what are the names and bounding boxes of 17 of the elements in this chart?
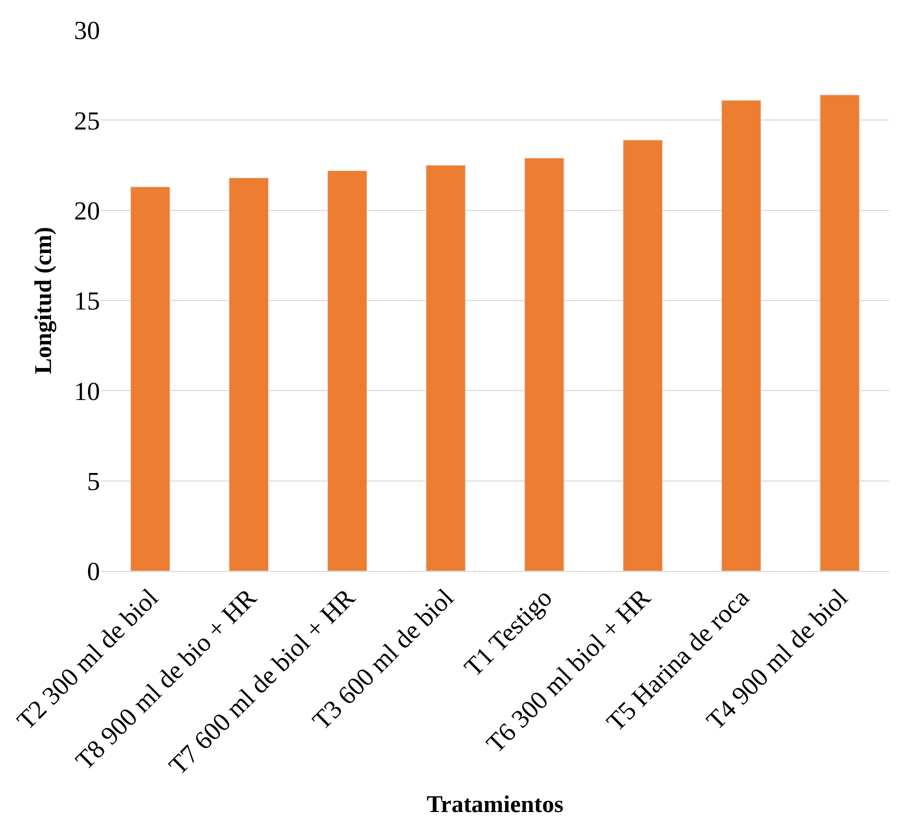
bar [130, 186, 170, 571]
bar [524, 158, 564, 571]
y-tick-label: 5 [87, 466, 100, 496]
bar [228, 178, 269, 571]
bar [327, 170, 368, 571]
y-axis-title: Longitud (cm) [31, 226, 58, 374]
bar [426, 165, 466, 571]
y-tick-label: 30 [74, 16, 100, 46]
bar [622, 140, 663, 571]
y-tick-label: 15 [74, 286, 100, 316]
y-tick-label: 0 [87, 557, 100, 586]
x-axis-title: Tratamientos [426, 792, 564, 818]
y-tick-label: 20 [74, 196, 100, 226]
y-tick-label: 25 [74, 106, 100, 136]
bar [820, 94, 860, 571]
y-tick-label: 10 [74, 376, 100, 406]
bar [721, 100, 762, 571]
